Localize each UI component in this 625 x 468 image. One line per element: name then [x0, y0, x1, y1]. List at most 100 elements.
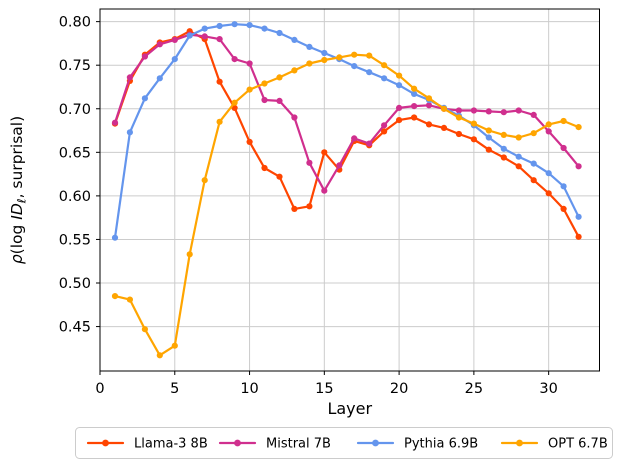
- series-pythia-6-9b-marker: [515, 153, 522, 160]
- series-opt-6-7b-marker: [425, 95, 433, 102]
- series-opt-6-7b-marker: [306, 60, 313, 67]
- series-llama-3-8b-marker: [321, 149, 328, 156]
- series-mistral-7b-line: [113, 33, 580, 192]
- series-mistral-7b-marker: [336, 162, 343, 169]
- series-pythia-6-9b-marker: [545, 170, 552, 177]
- x-tick-label: 0: [95, 381, 104, 397]
- series-mistral-7b-marker: [141, 53, 148, 60]
- x-tick-label: 5: [170, 381, 179, 397]
- series-mistral-7b-marker: [545, 128, 552, 135]
- series-pythia-6-9b-marker: [500, 145, 507, 152]
- series-opt-6-7b-line: [113, 53, 580, 357]
- legend-marker-dot-pythia-6-9b: [372, 439, 379, 447]
- series-opt-6-7b-marker: [515, 134, 522, 141]
- series-llama-3-8b-marker: [261, 164, 268, 172]
- series-opt-6-7b-marker: [276, 74, 283, 81]
- series-mistral-7b-marker: [231, 56, 238, 63]
- legend-label-opt-6-7b: OPT 6.7B: [548, 437, 608, 452]
- series-opt-6-7b-marker: [291, 67, 298, 74]
- series-opt-6-7b-marker: [411, 85, 418, 92]
- x-tick-label: 10: [240, 381, 258, 397]
- series-opt-6-7b-marker: [351, 51, 358, 58]
- series-mistral-7b-marker: [171, 36, 178, 44]
- y-tick-label: 0.50: [59, 276, 91, 292]
- series-opt-6-7b-marker: [455, 114, 462, 121]
- series-pythia-6-9b-marker: [485, 134, 492, 141]
- series-mistral-7b-marker: [560, 144, 567, 152]
- series-llama-3-8b-marker: [246, 138, 253, 145]
- series-opt-6-7b-marker: [156, 352, 163, 359]
- series-opt-6-7b-marker: [111, 293, 119, 300]
- series-mistral-7b-marker: [530, 111, 537, 118]
- series-opt-6-7b-marker: [141, 326, 148, 333]
- y-tick-label: 0.70: [59, 102, 91, 118]
- series-opt-6-7b-marker: [261, 80, 268, 87]
- series-pythia-6-9b-marker: [530, 160, 537, 167]
- series-llama-3-8b-marker: [425, 121, 433, 128]
- series-mistral-7b-marker: [515, 107, 522, 114]
- series-opt-6-7b-marker: [201, 177, 208, 184]
- y-tick-label: 0.60: [59, 189, 91, 205]
- series-pythia-6-9b-marker: [186, 32, 193, 39]
- series-llama-3-8b-marker: [515, 163, 522, 170]
- series-opt-6-7b-marker: [216, 118, 223, 125]
- series-llama-3-8b-marker: [485, 146, 492, 153]
- series-llama-3-8b-marker: [396, 117, 403, 124]
- series-mistral-7b-marker: [321, 187, 328, 194]
- series-pythia-6-9b-marker: [126, 129, 133, 136]
- series-mistral-7b-marker: [246, 60, 253, 67]
- series-opt-6-7b-marker: [321, 56, 328, 64]
- series-pythia-6-9b-marker: [171, 56, 178, 63]
- legend-marker-dot-opt-6-7b: [516, 439, 523, 447]
- series-llama-3-8b-marker: [545, 190, 552, 197]
- y-tick-label: 0.45: [59, 320, 91, 336]
- series-mistral-7b-marker: [500, 109, 507, 116]
- legend-marker-dot-mistral-7b: [234, 439, 241, 447]
- series-pythia-6-9b-marker: [575, 213, 582, 220]
- series-mistral-7b-marker: [485, 108, 492, 115]
- legend-label-pythia-6-9b: Pythia 6.9B: [404, 437, 478, 452]
- series-mistral-7b-marker: [276, 97, 283, 104]
- series-pythia-6-9b-marker: [306, 43, 313, 51]
- series-pythia-6-9b-marker: [216, 22, 223, 30]
- series-mistral-7b-marker: [470, 107, 477, 114]
- y-tick-label: 0.80: [59, 15, 91, 31]
- series-mistral-7b-marker: [126, 74, 133, 81]
- y-tick-label: 0.65: [59, 145, 91, 161]
- series-opt-6-7b-marker: [336, 54, 343, 61]
- series-pythia-6-9b-marker: [201, 25, 208, 32]
- x-tick-label: 20: [390, 381, 408, 397]
- y-axis-label: ρ(log IDℓ​, surprisal): [8, 116, 29, 264]
- series-mistral-7b-marker: [216, 36, 223, 43]
- series-llama-3-8b-marker: [291, 205, 298, 212]
- legend-marker-dot-llama-3-8b: [102, 439, 109, 447]
- series-opt-6-7b-marker: [500, 131, 507, 138]
- legend-label-mistral-7b: Mistral 7B: [266, 437, 331, 452]
- series-llama-3-8b-marker: [560, 205, 567, 212]
- series-mistral-7b-marker: [425, 102, 433, 109]
- series-opt-6-7b-marker: [440, 105, 448, 112]
- series-opt-6-7b-marker: [545, 121, 552, 128]
- series-opt-6-7b-marker: [381, 62, 388, 69]
- series-llama-3-8b-marker: [440, 124, 448, 131]
- series-pythia-6-9b-marker: [291, 36, 298, 44]
- series-llama-3-8b-marker: [306, 203, 313, 210]
- y-tick-label: 0.75: [59, 58, 91, 74]
- series-pythia-6-9b-marker: [351, 63, 358, 70]
- series-opt-6-7b-marker: [575, 124, 582, 131]
- series-opt-6-7b-marker: [246, 86, 253, 93]
- series-pythia-6-9b-marker: [366, 69, 373, 76]
- series-pythia-6-9b-marker: [411, 90, 418, 97]
- series-pythia-6-9b-marker: [276, 29, 283, 37]
- legend-label-llama-3-8b: Llama-3 8B: [134, 437, 208, 452]
- series-pythia-6-9b-marker: [231, 21, 238, 28]
- x-axis-label: Layer: [327, 399, 372, 418]
- series-opt-6-7b-marker: [560, 117, 567, 125]
- series-opt-6-7b-marker: [171, 342, 178, 349]
- series-mistral-7b-marker: [455, 107, 462, 114]
- series-llama-3-8b-marker: [500, 154, 507, 161]
- series-opt-6-7b-marker: [485, 127, 492, 134]
- x-tick-label: 30: [539, 381, 557, 397]
- series-mistral-7b-marker: [411, 103, 418, 110]
